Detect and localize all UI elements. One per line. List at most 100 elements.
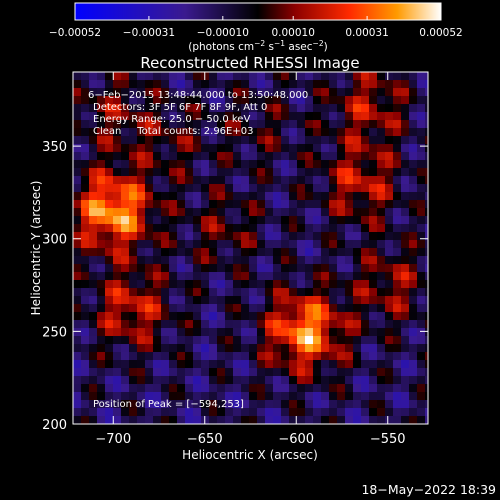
heatmap-cell xyxy=(345,80,354,89)
heatmap-cell xyxy=(313,384,322,393)
heatmap-cell xyxy=(393,360,402,369)
heatmap-cell xyxy=(225,384,234,393)
heatmap-cell xyxy=(337,208,346,217)
heatmap-cell xyxy=(217,336,226,345)
heatmap-cell xyxy=(305,288,314,297)
heatmap-cell xyxy=(337,304,346,313)
heatmap-cell xyxy=(145,312,154,321)
heatmap-cell xyxy=(105,136,114,145)
heatmap-cell xyxy=(97,376,106,385)
heatmap-cell xyxy=(129,248,138,257)
heatmap-cell xyxy=(217,312,226,321)
heatmap-cell xyxy=(81,280,90,289)
heatmap-cell xyxy=(249,120,258,129)
heatmap-cell xyxy=(409,320,418,329)
heatmap-cell xyxy=(233,88,242,97)
heatmap-cell xyxy=(249,240,258,249)
heatmap-cell xyxy=(121,344,130,353)
heatmap-cell xyxy=(369,104,378,113)
heatmap-cell xyxy=(249,344,258,353)
heatmap-cell xyxy=(153,144,162,153)
heatmap-cell xyxy=(73,336,82,345)
heatmap-cell xyxy=(401,400,410,409)
heatmap-cell xyxy=(89,136,98,145)
heatmap-cell xyxy=(257,216,266,225)
heatmap-cell xyxy=(97,392,106,401)
heatmap-cell xyxy=(417,72,426,81)
heatmap-cell xyxy=(161,80,170,89)
heatmap-cell xyxy=(121,336,130,345)
heatmap-cell xyxy=(353,352,362,361)
heatmap-cell xyxy=(257,352,266,361)
heatmap-cell xyxy=(241,176,250,185)
heatmap-cell xyxy=(377,336,386,345)
heatmap-cell xyxy=(105,216,114,225)
heatmap-cell xyxy=(201,160,210,169)
heatmap-cell xyxy=(425,216,428,225)
heatmap-cell xyxy=(297,240,306,249)
heatmap-cell xyxy=(385,352,394,361)
heatmap-cell xyxy=(345,416,354,424)
heatmap-cell xyxy=(329,400,338,409)
heatmap-cell xyxy=(105,376,114,385)
colorbar-ticks: −0.00052 −0.00031 −0.00010 0.00010 0.00031 0.… xyxy=(49,16,463,39)
heatmap-cell xyxy=(137,200,146,209)
heatmap-cell xyxy=(249,88,258,97)
heatmap-cell xyxy=(153,272,162,281)
heatmap-cell xyxy=(129,360,138,369)
heatmap-cell xyxy=(409,72,418,81)
heatmap-cell xyxy=(281,232,290,241)
heatmap-cell xyxy=(73,248,82,257)
heatmap-cell xyxy=(241,96,250,105)
heatmap-cell xyxy=(113,368,122,377)
heatmap-cell xyxy=(169,248,178,257)
heatmap-cell xyxy=(209,88,218,97)
heatmap-cell xyxy=(329,328,338,337)
heatmap-cell xyxy=(305,192,314,201)
heatmap-cell xyxy=(321,376,330,385)
heatmap-cell xyxy=(233,312,242,321)
heatmap-cell xyxy=(73,232,82,241)
heatmap-cell xyxy=(153,400,162,409)
heatmap-cell xyxy=(401,160,410,169)
heatmap-cell xyxy=(201,208,210,217)
heatmap-cell xyxy=(297,264,306,273)
heatmap-cell xyxy=(329,232,338,241)
heatmap-cell xyxy=(81,184,90,193)
heatmap-cell xyxy=(385,88,394,97)
heatmap-cell xyxy=(385,304,394,313)
heatmap-cell xyxy=(185,200,194,209)
heatmap-cell xyxy=(81,392,90,401)
heatmap-cell xyxy=(409,144,418,153)
heatmap-cell xyxy=(129,224,138,233)
heatmap-cell xyxy=(153,344,162,353)
heatmap-cell xyxy=(81,224,90,233)
heatmap-cell xyxy=(281,136,290,145)
heatmap-cell xyxy=(217,120,226,129)
heatmap-cell xyxy=(193,344,202,353)
heatmap-cell xyxy=(345,368,354,377)
heatmap-cell xyxy=(385,128,394,137)
heatmap-cell xyxy=(105,256,114,265)
heatmap-cell xyxy=(377,176,386,185)
heatmap-cell xyxy=(89,376,98,385)
heatmap-cell xyxy=(201,264,210,273)
heatmap-cell xyxy=(233,232,242,241)
heatmap-cell xyxy=(177,376,186,385)
heatmap-cell xyxy=(401,296,410,305)
heatmap-cell xyxy=(105,104,114,113)
heatmap-cell xyxy=(153,416,162,424)
heatmap-cell xyxy=(321,336,330,345)
heatmap-cell xyxy=(305,256,314,265)
heatmap-cell xyxy=(305,384,314,393)
heatmap-cell xyxy=(129,128,138,137)
heatmap-cell xyxy=(377,392,386,401)
heatmap-cell xyxy=(241,144,250,153)
heatmap-cell xyxy=(377,288,386,297)
heatmap-cell xyxy=(393,112,402,121)
heatmap-cell xyxy=(337,264,346,273)
heatmap-cell xyxy=(169,272,178,281)
heatmap-cell xyxy=(217,248,226,257)
heatmap-cell xyxy=(281,224,290,233)
heatmap-cell xyxy=(81,192,90,201)
